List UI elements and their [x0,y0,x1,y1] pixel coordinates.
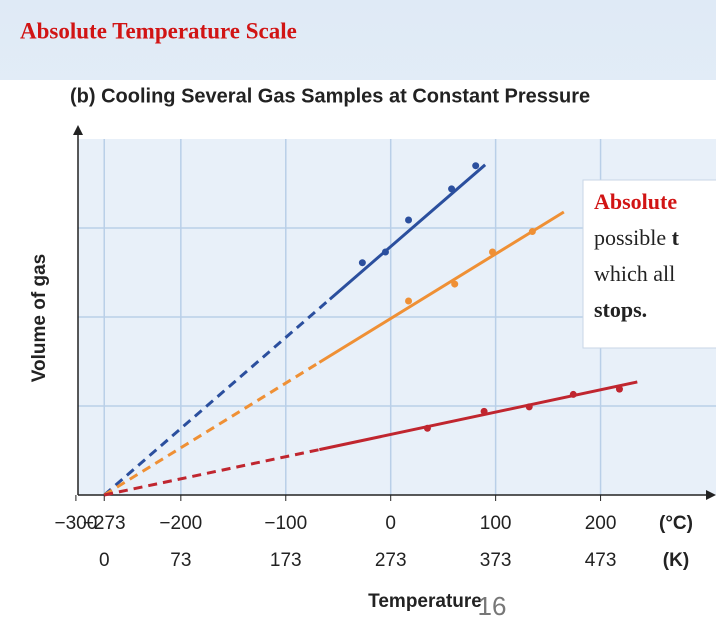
x2-tick-label: 473 [585,550,617,571]
x-axis-arrow [706,490,716,500]
callout-box [582,179,716,349]
callout-text: possible [594,225,672,250]
data-point [525,403,533,411]
data-point [480,407,488,415]
x-axis-title: Temperature [368,591,482,612]
fit-line [103,448,320,497]
data-point [381,248,389,256]
data-point [358,259,366,267]
data-point [472,162,480,170]
callout-text: Absolute [594,189,677,214]
callout-text: which all [594,261,675,286]
x2-tick-label: 273 [375,550,407,571]
data-point [405,297,413,305]
chart-title: (b) Cooling Several Gas Samples at Const… [70,85,590,107]
data-point [405,216,413,224]
fit-line [328,163,487,301]
data-point [528,228,536,236]
x-tick-label: −200 [159,513,202,534]
x-tick-label: −273 [83,513,126,534]
fit-line [319,380,638,452]
x2-unit: (K) [663,550,689,571]
fit-line [318,210,565,364]
data-point [423,424,431,432]
data-point [569,390,577,398]
x-tick-label: −300 [55,513,98,534]
y-axis-title: Volume of gas [29,254,50,382]
x-tick-label: −100 [264,513,307,534]
x2-tick-label: 173 [270,550,302,571]
x2-tick-label: 0 [99,550,110,571]
callout-text: stops. [594,297,647,322]
data-point [451,280,459,288]
data-point [615,385,623,393]
x-tick-label: 200 [585,513,617,534]
fit-line [103,361,321,497]
x2-tick-label: 73 [170,550,191,571]
x-unit: (°C) [659,513,693,534]
y-axis-arrow [73,125,83,135]
callout-text: t [672,225,680,250]
x-tick-label: 100 [480,513,512,534]
callout: Absolute possible t which all stops. [582,179,716,349]
callout-text: possible t [594,225,680,250]
x-tick-label: 0 [385,513,396,534]
slide-title: Absolute Temperature Scale [20,18,297,43]
data-point [448,185,456,193]
data-point [488,248,496,256]
slide-number: 16 [478,591,507,621]
x2-tick-label: 373 [480,550,512,571]
fit-line [103,298,331,497]
